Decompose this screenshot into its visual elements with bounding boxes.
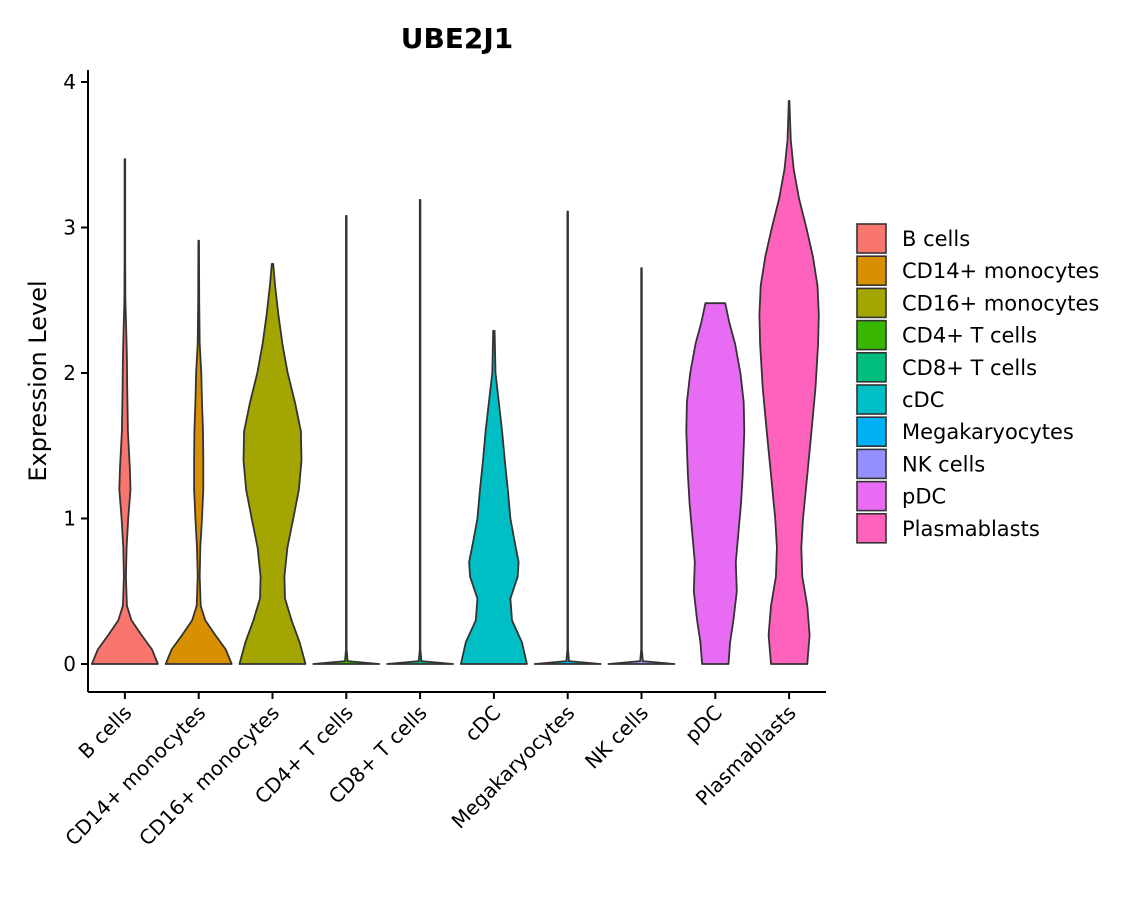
x-tick-label: Megakaryocytes bbox=[447, 701, 580, 834]
violin-pdc bbox=[685, 302, 746, 665]
y-tick-label: 3 bbox=[63, 216, 76, 240]
violin-megakaryocytes bbox=[533, 210, 602, 665]
violin-cd16-monocytes bbox=[238, 263, 307, 665]
legend-key bbox=[856, 255, 887, 287]
violin-cdc bbox=[460, 329, 528, 665]
violin-cd8-t-cells bbox=[386, 199, 454, 665]
legend-key bbox=[856, 223, 887, 254]
y-tick-label: 1 bbox=[63, 507, 76, 531]
legend-label: pDC bbox=[902, 485, 946, 509]
legend-label: CD8+ T cells bbox=[902, 356, 1037, 380]
legend-label: CD14+ monocytes bbox=[902, 259, 1099, 283]
violin-cd14-monocytes bbox=[164, 239, 233, 665]
legend-label: CD16+ monocytes bbox=[902, 291, 1099, 315]
y-axis-title: Expression Level bbox=[24, 280, 52, 481]
x-tick-label: pDC bbox=[680, 701, 727, 748]
legend-key bbox=[856, 512, 887, 544]
x-tick-label: NK cells bbox=[580, 701, 653, 774]
legend-label: NK cells bbox=[902, 452, 985, 476]
chart-title: UBE2J1 bbox=[401, 22, 514, 55]
x-tick-label: CD16+ monocytes bbox=[134, 701, 284, 851]
legend-key bbox=[856, 384, 887, 415]
violin-plasmablasts bbox=[758, 100, 820, 665]
y-tick-label: 4 bbox=[63, 70, 76, 94]
legend: B cells CD14+ monocytes CD16+ monocytes CD4… bbox=[856, 223, 1099, 544]
legend-label: cDC bbox=[902, 388, 944, 412]
legend-key bbox=[856, 448, 887, 480]
y-tick-label: 0 bbox=[63, 652, 76, 676]
violin-cd4-t-cells bbox=[312, 215, 381, 665]
legend-label: CD4+ T cells bbox=[902, 324, 1037, 348]
x-tick-label: CD14+ monocytes bbox=[60, 701, 210, 851]
legend-label: Plasmablasts bbox=[902, 517, 1040, 541]
violin-nk-cells bbox=[607, 267, 676, 665]
legend-key bbox=[856, 287, 887, 319]
y-tick-label: 2 bbox=[63, 361, 76, 385]
violin-group bbox=[91, 100, 820, 665]
legend-key bbox=[856, 319, 887, 351]
x-tick-label: cDC bbox=[460, 701, 506, 747]
legend-key bbox=[856, 351, 887, 383]
violin-b-cells bbox=[91, 158, 159, 665]
legend-key bbox=[856, 416, 887, 448]
legend-label: B cells bbox=[902, 227, 970, 251]
x-tick-label: B cells bbox=[74, 701, 137, 764]
legend-key bbox=[856, 480, 887, 512]
legend-label: Megakaryocytes bbox=[902, 420, 1074, 444]
